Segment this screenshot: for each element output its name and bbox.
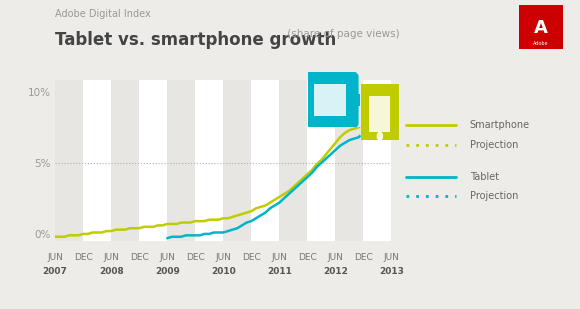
Text: DEC: DEC xyxy=(354,253,373,262)
Text: Tablet vs. smartphone growth: Tablet vs. smartphone growth xyxy=(55,31,336,49)
Text: 2011: 2011 xyxy=(267,267,292,276)
Bar xyxy=(335,80,364,241)
Text: 2010: 2010 xyxy=(211,267,235,276)
FancyBboxPatch shape xyxy=(368,95,390,132)
Text: Smartphone: Smartphone xyxy=(470,120,530,130)
Circle shape xyxy=(377,132,382,140)
Text: JUN: JUN xyxy=(328,253,343,262)
FancyBboxPatch shape xyxy=(357,108,362,117)
Text: (share of page views): (share of page views) xyxy=(284,29,400,39)
Bar xyxy=(111,80,139,241)
Text: Projection: Projection xyxy=(470,140,518,150)
Text: DEC: DEC xyxy=(130,253,148,262)
Text: 2008: 2008 xyxy=(99,267,124,276)
Bar xyxy=(223,80,251,241)
Bar xyxy=(280,80,307,241)
Text: JUN: JUN xyxy=(215,253,231,262)
FancyBboxPatch shape xyxy=(306,74,356,125)
Text: JUN: JUN xyxy=(160,253,175,262)
Text: Adobe: Adobe xyxy=(533,41,549,46)
Text: Tablet: Tablet xyxy=(470,172,499,182)
Text: A: A xyxy=(534,19,548,37)
Text: DEC: DEC xyxy=(74,253,92,262)
Text: Projection: Projection xyxy=(470,191,518,201)
Text: JUN: JUN xyxy=(47,253,63,262)
FancyBboxPatch shape xyxy=(314,84,346,116)
Text: JUN: JUN xyxy=(383,253,400,262)
Text: DEC: DEC xyxy=(298,253,317,262)
FancyBboxPatch shape xyxy=(352,94,360,106)
Text: 2007: 2007 xyxy=(43,267,67,276)
Text: 2012: 2012 xyxy=(323,267,348,276)
Text: Adobe Digital Index: Adobe Digital Index xyxy=(55,9,151,19)
Text: JUN: JUN xyxy=(271,253,287,262)
Bar xyxy=(55,80,83,241)
Text: 2009: 2009 xyxy=(155,267,180,276)
Bar xyxy=(167,80,195,241)
Text: DEC: DEC xyxy=(242,253,260,262)
Text: DEC: DEC xyxy=(186,253,205,262)
FancyBboxPatch shape xyxy=(362,84,397,141)
Text: JUN: JUN xyxy=(103,253,119,262)
Text: 2013: 2013 xyxy=(379,267,404,276)
